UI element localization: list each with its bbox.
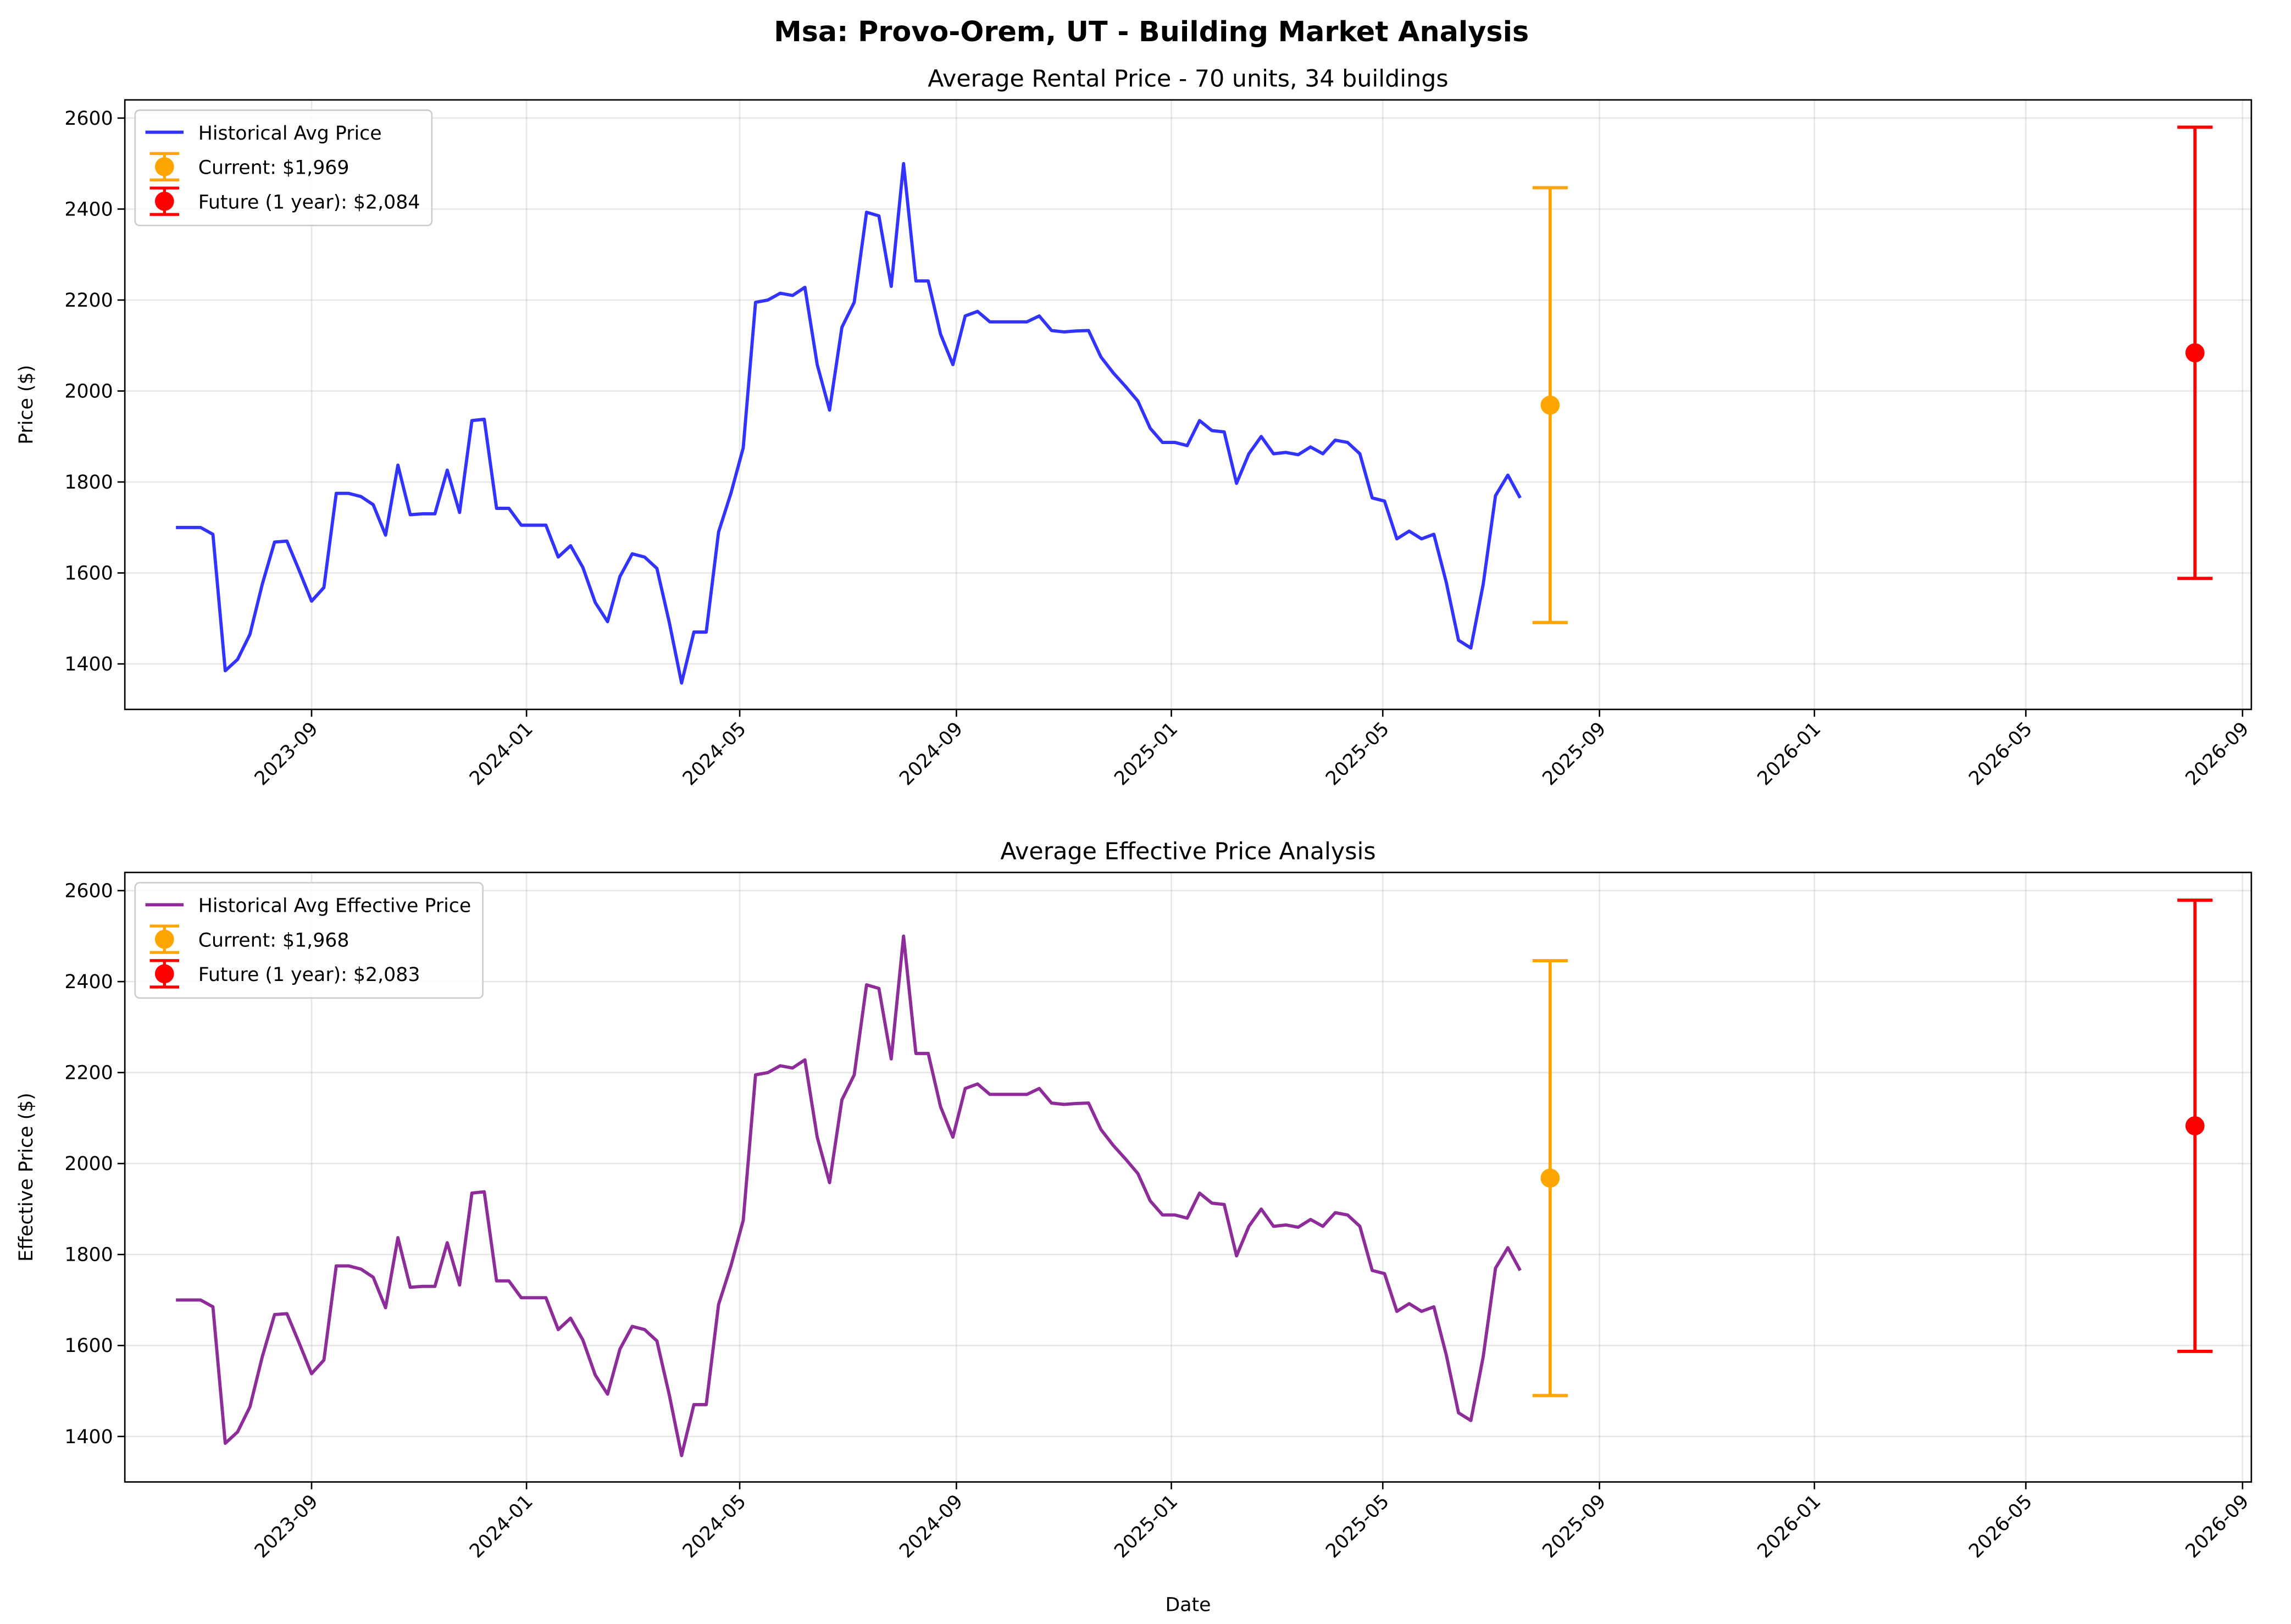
y-tick-label: 2200 [64,1062,113,1084]
y-tick-label: 1600 [64,1335,113,1357]
x-axis-label: Date [1165,1594,1211,1616]
point-marker [1540,395,1560,415]
y-axis-label: Effective Price ($) [15,1093,37,1262]
series-line [176,934,1522,1457]
legend-label: Future (1 year): $2,083 [198,964,420,986]
plot-frame [124,99,2253,711]
chart-title: Average Effective Price Analysis [1000,838,1375,865]
y-tick-label: 1400 [64,653,113,675]
y-tick-label: 2400 [64,971,113,993]
y-tick-label: 1600 [64,563,113,585]
y-axis-label: Price ($) [15,365,37,445]
y-tick-label: 2600 [64,108,113,130]
point-marker [2185,343,2205,363]
legend-label: Historical Avg Effective Price [198,895,471,917]
y-tick-label: 2000 [64,380,113,402]
legend: Historical Avg Effective Price Current: $… [134,882,484,999]
plot-frame [124,872,2253,1483]
legend-swatch [154,191,174,211]
legend: Historical Avg Price Current: $1,969 Futur… [134,109,433,226]
figure-title: Msa: Provo-Orem, UT - Building Market An… [774,15,1529,48]
series-line [176,162,1522,685]
legend-box [134,109,433,226]
y-tick-label: 2400 [64,198,113,220]
legend-swatch [154,157,174,176]
legend-swatch [154,929,174,949]
y-tick-label: 2200 [64,290,113,312]
legend-swatch [154,964,174,984]
y-tick-label: 1800 [64,1244,113,1266]
legend-box [134,882,484,999]
y-tick-label: 2000 [64,1153,113,1175]
point-marker [1540,1168,1560,1188]
legend-label: Historical Avg Price [198,123,382,145]
y-tick-label: 1400 [64,1426,113,1448]
point-marker [2185,1116,2205,1135]
y-tick-label: 1800 [64,472,113,494]
legend-label: Future (1 year): $2,084 [198,192,420,214]
legend-label: Current: $1,968 [198,929,350,951]
legend-label: Current: $1,969 [198,157,350,179]
chart-title: Average Rental Price - 70 units, 34 buil… [928,65,1448,93]
y-tick-label: 2600 [64,880,113,902]
